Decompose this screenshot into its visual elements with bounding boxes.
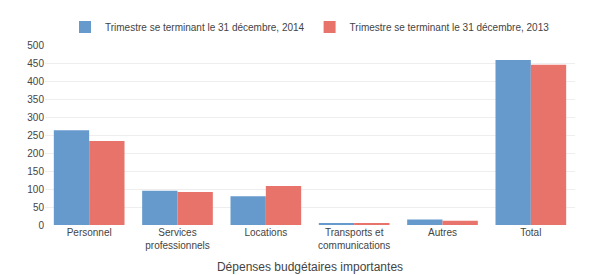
svg-text:400: 400 <box>27 76 44 87</box>
svg-text:100: 100 <box>27 184 44 195</box>
svg-text:Autres: Autres <box>428 227 457 238</box>
svg-text:500: 500 <box>27 40 44 51</box>
svg-text:300: 300 <box>27 112 44 123</box>
svg-text:Servicesprofessionnels: Servicesprofessionnels <box>145 227 209 251</box>
svg-text:Personnel: Personnel <box>67 227 112 238</box>
svg-text:150: 150 <box>27 166 44 177</box>
svg-text:Locations: Locations <box>244 227 287 238</box>
svg-text:Trimestre se terminant le 31 d: Trimestre se terminant le 31 décembre, 2… <box>350 22 550 33</box>
svg-text:250: 250 <box>27 130 44 141</box>
svg-text:350: 350 <box>27 94 44 105</box>
svg-text:200: 200 <box>27 148 44 159</box>
svg-text:Transports etcommunications: Transports etcommunications <box>318 227 390 251</box>
svg-text:Trimestre se terminant le 31 d: Trimestre se terminant le 31 décembre, 2… <box>105 22 305 33</box>
svg-text:Dépenses budgétaires important: Dépenses budgétaires importantes <box>217 260 403 274</box>
svg-text:Total: Total <box>520 227 541 238</box>
svg-text:450: 450 <box>27 58 44 69</box>
svg-text:0: 0 <box>38 220 44 231</box>
svg-text:50: 50 <box>33 202 45 213</box>
